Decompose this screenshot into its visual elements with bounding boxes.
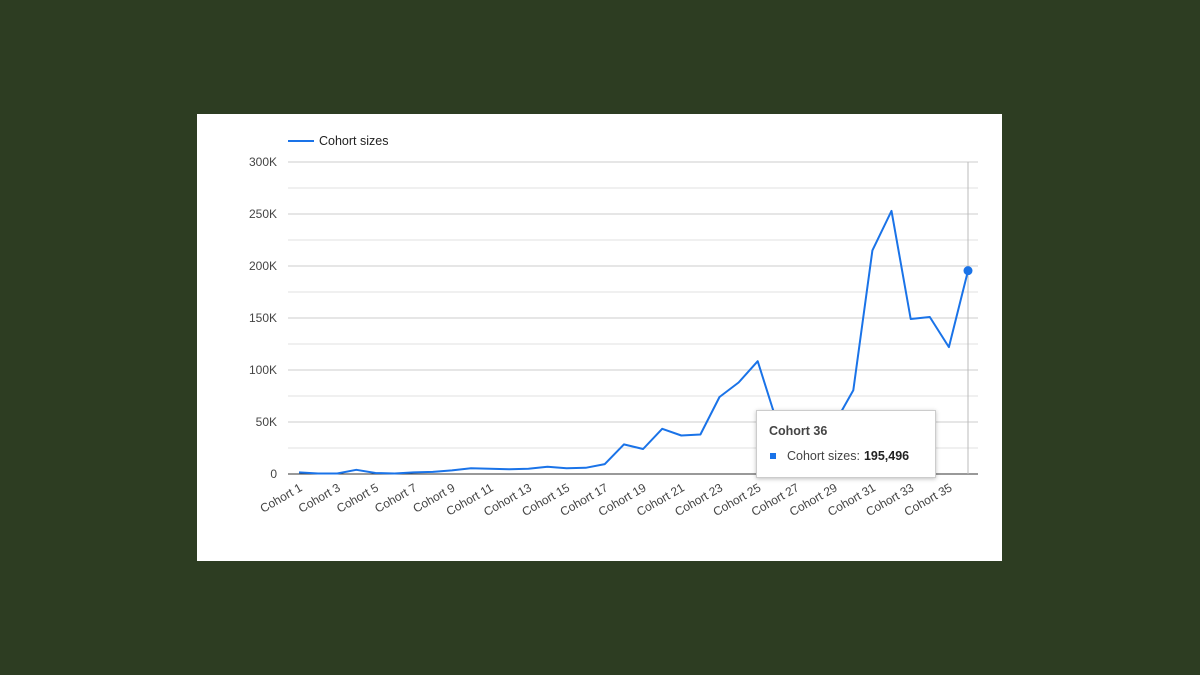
- x-tick-label: Cohort 5: [334, 480, 381, 515]
- legend-label: Cohort sizes: [319, 134, 388, 148]
- legend[interactable]: Cohort sizes: [288, 134, 388, 148]
- y-tick-label: 150K: [249, 311, 277, 325]
- chart-card: 0 50K 100K 150K 200K 250K 300K Cohort 1 Cohort …: [197, 114, 1002, 561]
- tooltip-value: 195,496: [863, 449, 910, 463]
- y-tick-label: 0: [270, 467, 277, 481]
- tooltip: Cohort 36 Cohort sizes: 195,496: [756, 410, 936, 478]
- x-tick-label: Cohort 1: [258, 480, 305, 515]
- tooltip-label: Cohort sizes:: [787, 449, 860, 463]
- y-tick-label: 50K: [256, 415, 277, 429]
- gridlines: [288, 161, 978, 475]
- series-line[interactable]: [298, 209, 969, 475]
- y-tick-label: 200K: [249, 259, 277, 273]
- x-tick-label: Cohort 3: [296, 480, 343, 515]
- y-tick-label: 250K: [249, 207, 277, 221]
- series-layer: [298, 209, 973, 475]
- data-point-highlighted[interactable]: [963, 266, 973, 276]
- tooltip-row: Cohort sizes: 195,496: [769, 449, 923, 463]
- x-tick-label: Cohort 7: [372, 480, 419, 515]
- tooltip-title: Cohort 36: [769, 424, 828, 438]
- y-tick-label: 300K: [249, 155, 277, 169]
- y-tick-label: 100K: [249, 363, 277, 377]
- tooltip-swatch: [770, 453, 776, 459]
- y-axis: 0 50K 100K 150K 200K 250K 300K: [249, 155, 277, 481]
